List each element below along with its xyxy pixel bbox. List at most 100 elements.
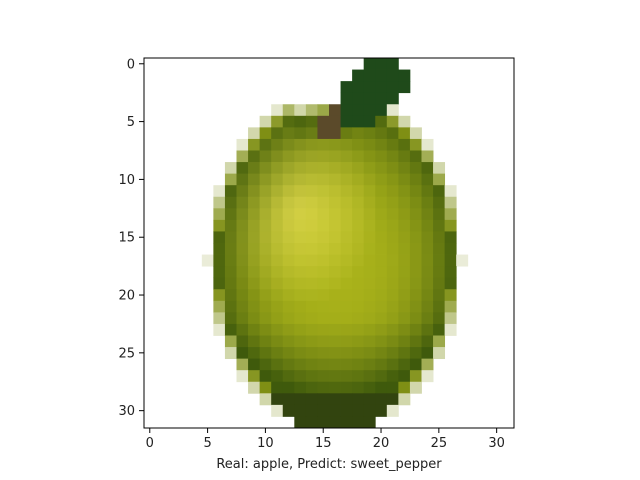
image-pixel [352,347,365,360]
image-pixel [294,289,307,302]
image-pixel [444,323,457,336]
image-pixel [305,115,318,128]
image-pixel [386,404,399,417]
image-pixel [329,243,341,255]
image-pixel [433,347,446,360]
image-pixel [363,393,376,406]
image-pixel [409,277,422,290]
image-pixel [259,335,272,348]
image-pixel [271,208,284,221]
image-pixel [375,358,388,371]
image-pixel [294,277,307,290]
image-pixel [248,231,261,244]
image-pixel [282,312,295,325]
image-pixel [456,254,469,267]
image-pixel [271,243,284,255]
image-pixel [305,219,318,232]
image-pixel [398,347,411,360]
x-axis-ticks: 0 5 10 15 20 25 30 [146,428,505,451]
image-pixel [317,138,330,151]
image-pixel [398,231,411,244]
image-pixel [421,208,434,221]
image-pixel [444,277,457,290]
image-pixel [444,266,457,279]
y-tick-label: 25 [118,346,135,361]
image-pixel [317,115,330,128]
image-pixel [329,300,341,313]
image-pixel [282,162,295,175]
image-pixel [224,300,237,313]
image-pixel [375,196,388,209]
image-pixel [329,185,341,198]
image-pixel [259,266,272,279]
image-pixel [386,127,399,140]
image-pixel [282,300,295,313]
image-pixel [444,243,457,255]
image-pixel [282,323,295,336]
image-pixel [294,150,307,163]
x-tick-label: 0 [146,436,154,451]
image-pixel [375,300,388,313]
image-pixel [271,404,284,417]
image-pixel [340,393,353,406]
image-pixel [248,243,261,255]
image-pixel [433,277,446,290]
image-pixel [305,300,318,313]
image-pixel [305,370,318,383]
image-pixel [248,370,261,383]
image-pixel [340,104,353,117]
image-pixel [398,323,411,336]
image-pixel [248,381,261,394]
image-pixel [421,231,434,244]
image-pixel [433,266,446,279]
image-pixel [259,138,272,151]
image-pixel [201,254,214,267]
image-pixel [282,266,295,279]
image-pixel [421,347,434,360]
image-pixel [375,69,388,82]
image-pixel [236,138,249,151]
image-pixel [282,358,295,371]
image-pixel [363,312,376,325]
image-pixel [317,208,330,221]
image-pixel [433,208,446,221]
image-pixel [386,393,399,406]
image-pixel [224,162,237,175]
image-pixel [386,323,399,336]
image-pixel [398,370,411,383]
image-pixel [282,370,295,383]
image-pixel [363,289,376,302]
image-pixel [409,150,422,163]
image-pixel [282,381,295,394]
image-pixel [352,162,365,175]
image-pixel [305,277,318,290]
image-pixel [271,254,284,267]
image-pixel [409,370,422,383]
image-pixel [329,138,341,151]
image-pixel [248,312,261,325]
image-pixel [329,173,341,186]
image-pixel [271,231,284,244]
image-pixel [375,289,388,302]
image-pixel [386,69,399,82]
image-pixel [375,58,388,70]
image-pixel [386,115,399,128]
image-pixel [236,289,249,302]
image-pixel [248,173,261,186]
image-pixel [236,323,249,336]
image-pixel [317,393,330,406]
image-pixel [259,150,272,163]
image-pixel [340,150,353,163]
image-pixel [340,254,353,267]
image-pixel [352,138,365,151]
image-pixel [294,115,307,128]
image-pixel [386,81,399,94]
image-pixel [386,289,399,302]
image-pixel [259,358,272,371]
image-pixel [236,335,249,348]
image-pixel [282,127,295,140]
image-pixel [224,335,237,348]
image-pixel [375,231,388,244]
image-pixel [386,219,399,232]
image-pixel [386,243,399,255]
